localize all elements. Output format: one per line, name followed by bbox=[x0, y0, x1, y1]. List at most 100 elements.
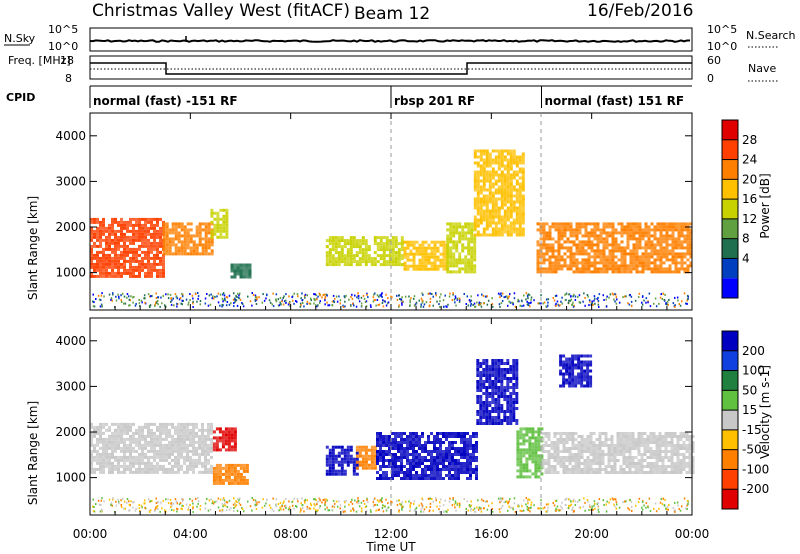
x-tick-label: 20:00 bbox=[574, 527, 609, 541]
heatmap-patch bbox=[403, 240, 449, 271]
colorbar-segment bbox=[722, 218, 738, 239]
heatmap-patch bbox=[536, 222, 693, 274]
freq-panel: Freq. [MHz] Nave 18 8 60 0 bbox=[8, 54, 778, 85]
freq-left-tick-bottom: 8 bbox=[65, 72, 72, 85]
heatmap-patch bbox=[541, 432, 695, 474]
colorbar-tick-label: 8 bbox=[742, 232, 750, 246]
scan-right-tick-top: 10^5 bbox=[707, 23, 737, 36]
heatmap-patch bbox=[210, 208, 229, 239]
y-tick-label: 4000 bbox=[55, 129, 86, 143]
velocity-panel: 1000 2000 3000 4000 Slant Range [km] bbox=[26, 317, 695, 516]
freq-right-label: Nave bbox=[748, 62, 776, 75]
scan-left-tick-top: 10^5 bbox=[48, 23, 78, 36]
power-patches bbox=[90, 149, 693, 279]
colorbar-tick-label: 200 bbox=[742, 344, 765, 358]
heatmap-patch bbox=[212, 463, 249, 485]
y-tick-label: 2000 bbox=[55, 425, 86, 439]
heatmap-patch bbox=[325, 445, 359, 476]
colorbar-segment bbox=[722, 199, 738, 219]
colorbar-tick-label: 15 bbox=[742, 403, 757, 417]
heatmap-patch bbox=[446, 222, 477, 274]
scan-left-label: N.Sky bbox=[4, 32, 36, 45]
colorbar-segment bbox=[722, 120, 738, 140]
freq-right-tick-bottom: 0 bbox=[707, 72, 714, 85]
freq-trace bbox=[90, 62, 692, 75]
power-panel: 1000 2000 3000 4000 Slant Range [km] bbox=[26, 112, 693, 311]
velocity-colorbar-label: Velocity [m s-1] bbox=[758, 365, 772, 459]
colorbar-tick-label: 20 bbox=[742, 172, 757, 186]
heatmap-patch bbox=[559, 354, 593, 388]
x-tick-label: 08:00 bbox=[273, 527, 308, 541]
station-title: Christmas Valley West (fitACF) bbox=[92, 1, 350, 21]
colorbar-segment bbox=[722, 429, 738, 450]
heatmap-patch bbox=[90, 422, 213, 474]
colorbar-segment bbox=[722, 238, 738, 259]
heatmap-patch bbox=[355, 445, 377, 470]
cpid-segment-label: rbsp 201 RF bbox=[394, 94, 475, 108]
colorbar-tick-label: 50 bbox=[742, 383, 757, 397]
colorbar-segment bbox=[722, 489, 738, 509]
velocity-colorbar: 200 100 50 15 -15 -50 -100 -200 bbox=[721, 330, 769, 510]
colorbar-tick-label: -15 bbox=[742, 423, 762, 437]
freq-left-tick-top: 18 bbox=[60, 54, 74, 67]
colorbar-tick-label: -50 bbox=[742, 443, 762, 457]
colorbar-tick-label: 4 bbox=[742, 251, 750, 265]
cpid-boundary-lines bbox=[390, 113, 542, 515]
y-tick-label: 4000 bbox=[55, 334, 86, 348]
colorbar-tick-label: -100 bbox=[742, 462, 769, 476]
colorbar-segment bbox=[722, 410, 738, 430]
heatmap-patch bbox=[476, 359, 519, 425]
freq-left-label: Freq. [MHz] bbox=[8, 54, 71, 67]
colorbar-segment bbox=[722, 449, 738, 470]
colorbar-segment bbox=[722, 390, 738, 411]
y-tick-label: 3000 bbox=[55, 174, 86, 188]
scan-right-tick-bottom: 10^0 bbox=[707, 40, 737, 53]
x-tick-label: 12:00 bbox=[374, 527, 409, 541]
colorbar-segment bbox=[722, 139, 738, 160]
x-tick-label: 00:00 bbox=[675, 527, 710, 541]
scan-right-label: N.Search bbox=[746, 29, 796, 42]
colorbar-segment bbox=[722, 179, 738, 200]
colorbar-tick-label: -200 bbox=[742, 482, 769, 496]
scan-left-tick-bottom: 10^0 bbox=[48, 40, 78, 53]
x-tick-label: 16:00 bbox=[474, 527, 509, 541]
colorbar-tick-label: 100 bbox=[742, 364, 765, 378]
heatmap-patch bbox=[162, 222, 214, 256]
power-colorbar: 28 24 20 16 12 8 4 bbox=[721, 119, 757, 299]
date-title: 16/Feb/2016 bbox=[587, 1, 693, 21]
velocity-noise bbox=[92, 497, 689, 513]
heatmap-patch bbox=[90, 217, 165, 278]
cpid-label: CPID bbox=[6, 91, 35, 104]
cpid-bar: normal (fast) -151 RF rbsp 201 RF normal (… bbox=[89, 85, 692, 108]
power-noise bbox=[92, 292, 689, 308]
x-axis: 00:00 04:00 08:00 12:00 16:00 20:00 00:00 bbox=[73, 113, 710, 541]
colorbar-tick-label: 12 bbox=[742, 212, 757, 226]
colorbar-segment bbox=[722, 469, 738, 490]
power-colorbar-label: Power [dB] bbox=[758, 173, 772, 238]
nsky-trace bbox=[89, 39, 690, 43]
velocity-ylabel: Slant Range [km] bbox=[26, 401, 40, 505]
power-ylabel: Slant Range [km] bbox=[26, 196, 40, 300]
heatmap-patch bbox=[516, 427, 544, 479]
colorbar-tick-label: 16 bbox=[742, 192, 757, 206]
cpid-segment-label: normal (fast) 151 RF bbox=[545, 94, 685, 108]
colorbar-segment bbox=[722, 370, 738, 391]
y-tick-label: 3000 bbox=[55, 379, 86, 393]
x-tick-label: 04:00 bbox=[173, 527, 208, 541]
x-tick-label: 00:00 bbox=[73, 527, 108, 541]
y-tick-label: 1000 bbox=[55, 471, 86, 485]
x-axis-label: Time UT bbox=[365, 540, 416, 554]
freq-right-tick-top: 60 bbox=[707, 54, 721, 67]
heatmap-patch bbox=[473, 149, 525, 237]
colorbar-segment bbox=[722, 278, 738, 298]
colorbar-segment bbox=[722, 159, 738, 180]
colorbar-segment bbox=[722, 331, 738, 351]
heatmap-patch bbox=[376, 432, 478, 480]
heatmap-patch bbox=[212, 427, 237, 452]
heatmap-patch bbox=[230, 263, 252, 279]
y-tick-label: 2000 bbox=[55, 220, 86, 234]
colorbar-segment bbox=[722, 350, 738, 371]
heatmap-patch bbox=[325, 236, 404, 267]
colorbar-tick-label: 24 bbox=[742, 153, 757, 167]
